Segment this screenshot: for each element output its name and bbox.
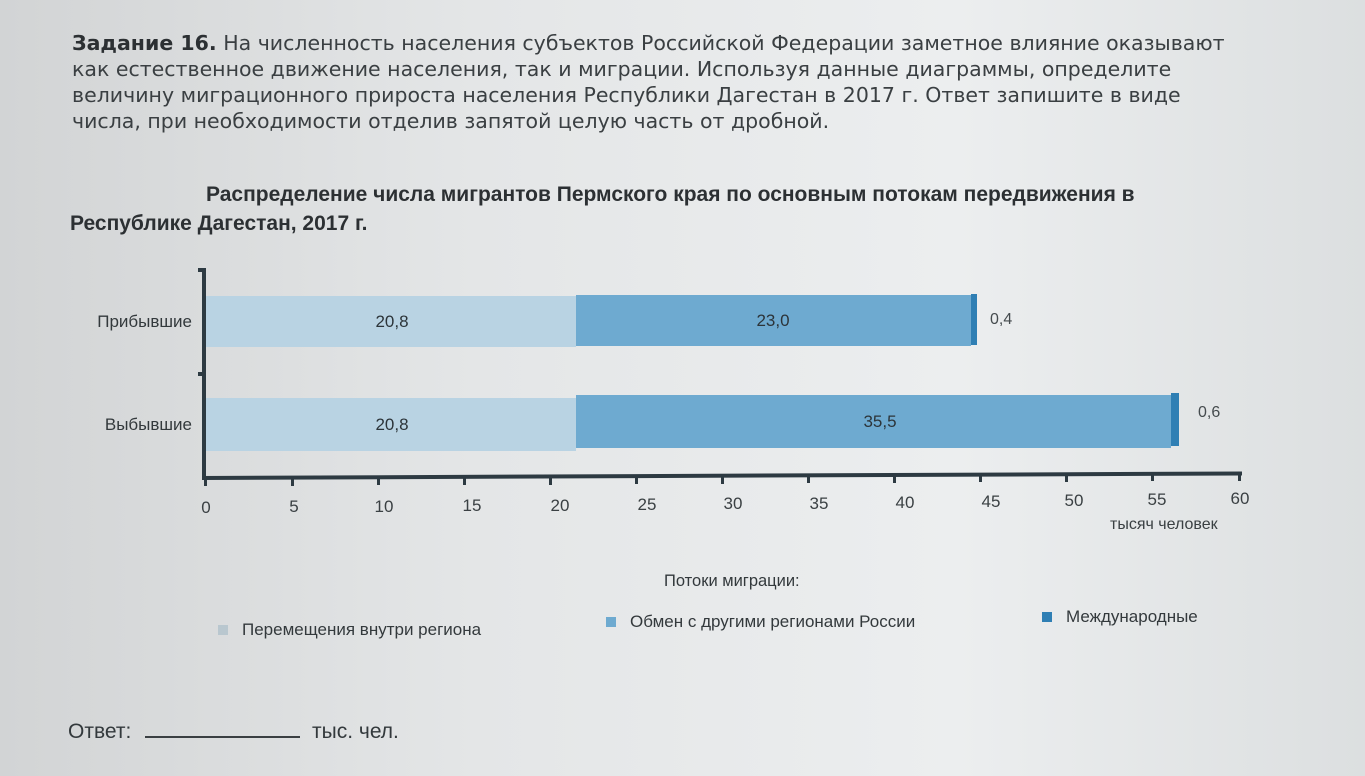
value-departed-other-regions: 35,5 xyxy=(863,412,897,431)
bar-arrived-within-region xyxy=(206,296,576,347)
x-tick xyxy=(291,477,294,486)
legend-item-international: Международные xyxy=(1042,607,1198,627)
answer-field[interactable] xyxy=(145,718,301,738)
legend-label: Международные xyxy=(1066,607,1198,626)
x-tick xyxy=(893,474,896,483)
x-tick-label: 45 xyxy=(981,492,1001,511)
x-tick-label: 15 xyxy=(462,496,482,515)
value-departed-international: 0,6 xyxy=(1198,404,1221,421)
x-tick-label: 55 xyxy=(1147,490,1167,509)
value-arrived-within-region: 20,8 xyxy=(375,312,409,331)
x-tick xyxy=(979,473,982,482)
x-axis-unit: тысяч человек xyxy=(1110,516,1218,533)
legend-item-other-regions: Обмен с другими регионами России xyxy=(606,612,915,632)
x-tick xyxy=(807,474,810,483)
x-tick-label: 25 xyxy=(637,495,657,514)
legend-swatch-icon xyxy=(218,625,228,635)
legend-swatch-icon xyxy=(606,617,616,627)
y-tick xyxy=(198,268,206,272)
bar-departed-within-region xyxy=(206,398,576,451)
x-tick-label: 50 xyxy=(1064,491,1084,510)
answer-row: Ответ: тыс. чел. xyxy=(68,718,399,744)
chart-title: Распределение числа мигрантов Пермского … xyxy=(70,183,1135,235)
value-arrived-international: 0,4 xyxy=(990,311,1013,328)
x-tick xyxy=(549,476,552,485)
legend-title: Потоки миграции: xyxy=(664,572,800,590)
x-tick-label: 60 xyxy=(1230,489,1250,508)
legend-label: Перемещения внутри региона xyxy=(242,620,482,639)
legend-label: Обмен с другими регионами России xyxy=(630,612,916,631)
legend-swatch-icon xyxy=(1042,612,1052,622)
task-body: На численность населения субъектов Росси… xyxy=(72,31,1225,133)
x-tick xyxy=(1065,473,1068,482)
bar-arrived-international xyxy=(971,294,977,345)
x-tick xyxy=(377,476,380,485)
answer-label: Ответ: xyxy=(68,720,132,743)
task-text: Задание 16. На численность населения суб… xyxy=(72,30,1252,134)
legend-item-within-region: Перемещения внутри региона xyxy=(218,620,481,640)
answer-unit: тыс. чел. xyxy=(312,720,399,743)
x-tick-label: 35 xyxy=(809,494,829,513)
x-tick-label: 5 xyxy=(289,497,299,516)
value-departed-within-region: 20,8 xyxy=(375,415,409,434)
category-label-arrived: Прибывшие xyxy=(97,312,192,331)
y-tick xyxy=(198,372,206,376)
bar-departed-other-regions xyxy=(576,395,1171,448)
x-tick-label: 20 xyxy=(550,496,570,515)
x-tick xyxy=(204,477,207,486)
x-tick-label: 10 xyxy=(374,497,394,516)
bar-departed-international xyxy=(1171,393,1179,446)
category-label-departed: Выбывшие xyxy=(104,415,192,434)
x-tick-label: 30 xyxy=(723,494,743,513)
x-tick xyxy=(721,475,724,484)
x-tick-label: 40 xyxy=(895,493,915,512)
x-tick xyxy=(1238,472,1241,481)
value-arrived-other-regions: 23,0 xyxy=(756,311,790,330)
task-label: Задание 16. xyxy=(72,31,217,55)
x-tick xyxy=(635,475,638,484)
x-tick xyxy=(1151,472,1154,481)
bar-arrived-other-regions xyxy=(576,295,971,346)
x-tick xyxy=(463,476,466,485)
x-tick-label: 0 xyxy=(201,498,211,517)
bar-chart: Прибывшие Выбывшие 20,8 23,0 0,4 20,8 35… xyxy=(97,268,1250,533)
